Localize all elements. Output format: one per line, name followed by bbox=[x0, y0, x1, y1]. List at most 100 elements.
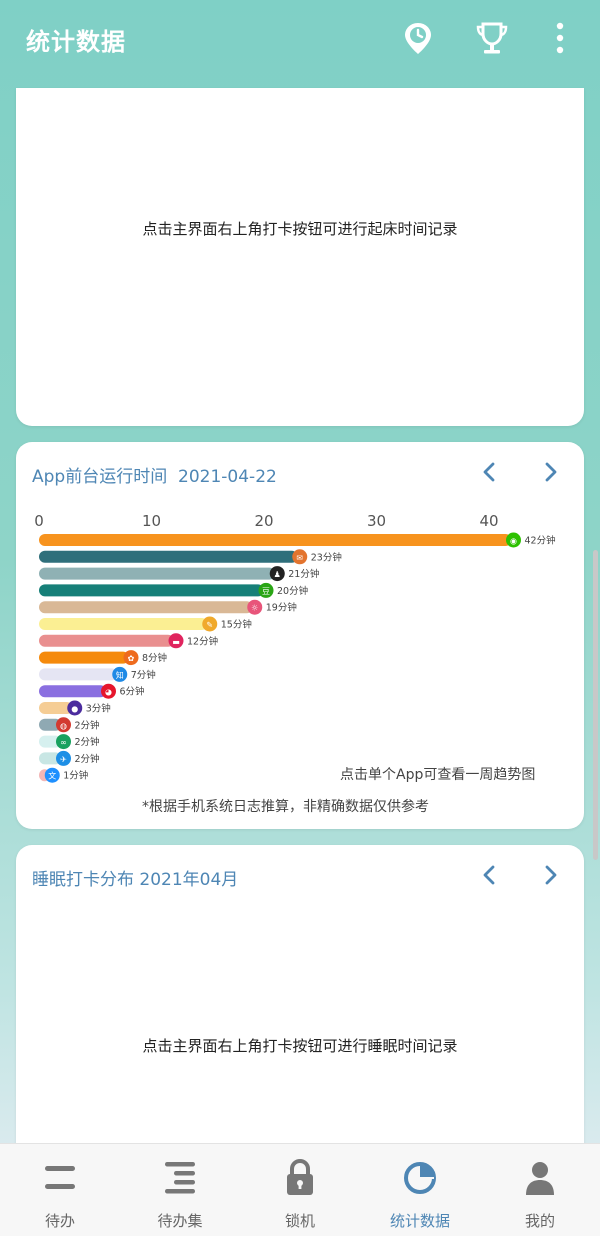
app-icon-glyph: ✉ bbox=[296, 553, 303, 562]
app-icon[interactable] bbox=[292, 549, 308, 565]
app-icon-glyph: ✈ bbox=[60, 755, 67, 764]
sleep-card-month: 2021年04月 bbox=[139, 870, 239, 890]
prev-month-button[interactable] bbox=[476, 861, 504, 889]
user-icon bbox=[522, 1158, 558, 1198]
app-icon[interactable] bbox=[67, 700, 83, 716]
bar-app11[interactable] bbox=[39, 702, 73, 714]
axis-tick-label: 10 bbox=[142, 512, 161, 530]
bar-wechat[interactable] bbox=[39, 534, 512, 546]
bar-douban[interactable] bbox=[39, 584, 264, 597]
tab-todo-label: 待办 bbox=[44, 1212, 75, 1230]
axis-tick-label: 40 bbox=[479, 512, 498, 530]
bar-weibo[interactable] bbox=[39, 685, 107, 698]
app-icon[interactable] bbox=[56, 750, 71, 766]
bar-value-label: 8分钟 bbox=[142, 652, 167, 664]
tab-statistics-label: 统计数据 bbox=[389, 1212, 450, 1230]
bar-zhihu[interactable] bbox=[39, 668, 118, 681]
bar-value-label: 2分钟 bbox=[75, 753, 100, 765]
app-icon[interactable] bbox=[258, 582, 274, 598]
bar-app7[interactable] bbox=[39, 634, 174, 647]
app-icon-glyph: 知 bbox=[116, 670, 124, 680]
app-icon-glyph: ◕ bbox=[105, 688, 112, 697]
sleep-card-title: 睡眠打卡分布 2021年04月 bbox=[32, 865, 238, 890]
sleep-card-title-text: 睡眠打卡分布 bbox=[32, 870, 134, 890]
bar-app13[interactable] bbox=[39, 735, 62, 748]
bar-value-label: 15分钟 bbox=[221, 619, 252, 631]
bar-app6[interactable] bbox=[39, 618, 208, 630]
axis-tick-label: 0 bbox=[34, 512, 44, 530]
app-icon-glyph: ☼ bbox=[251, 604, 258, 613]
app-icon-glyph: ✎ bbox=[206, 621, 213, 630]
bar-value-label: 1分钟 bbox=[63, 770, 88, 782]
axis-tick-label: 20 bbox=[254, 512, 273, 530]
bar-value-label: 3分钟 bbox=[86, 703, 111, 715]
bar-value-label: 6分钟 bbox=[120, 686, 145, 698]
todo-list-icon bbox=[162, 1158, 198, 1198]
lock-icon bbox=[282, 1158, 318, 1198]
bar-app2[interactable] bbox=[39, 550, 298, 563]
trophy-icon[interactable] bbox=[474, 20, 510, 56]
bar-value-label: 21分钟 bbox=[288, 568, 319, 580]
clock-pin-icon[interactable] bbox=[400, 20, 436, 56]
data-disclaimer: *根据手机系统日志推算，非精确数据仅供参考 bbox=[142, 799, 429, 815]
app-icon[interactable] bbox=[168, 633, 184, 649]
bottom-navigation: 待办 待办集 锁机 bbox=[0, 1143, 600, 1236]
top-app-bar: 统计数据 bbox=[0, 0, 600, 80]
app-icon[interactable] bbox=[44, 767, 60, 783]
app-usage-title: App前台运行时间 2021-04-22 bbox=[32, 462, 277, 487]
app-icon[interactable] bbox=[123, 650, 139, 666]
bar-value-label: 20分钟 bbox=[277, 585, 308, 597]
tab-statistics[interactable]: 统计数据 bbox=[360, 1144, 480, 1236]
bar-netease-music[interactable] bbox=[39, 718, 62, 731]
app-icon-glyph: ◍ bbox=[60, 721, 67, 730]
axis-tick-label: 30 bbox=[367, 512, 386, 530]
wake-record-card: 点击主界面右上角打卡按钮可进行起床时间记录 bbox=[16, 88, 584, 426]
app-icon[interactable] bbox=[202, 616, 218, 632]
page-title: 统计数据 bbox=[26, 28, 126, 56]
app-icon[interactable] bbox=[247, 599, 263, 615]
trend-hint: 点击单个App可查看一周趋势图 bbox=[340, 767, 536, 783]
app-icon-glyph: ♟ bbox=[274, 570, 281, 579]
app-icon-glyph: ◉ bbox=[510, 537, 517, 546]
app-icon[interactable] bbox=[56, 734, 71, 750]
app-usage-title-text: App前台运行时间 bbox=[32, 467, 168, 487]
bar-app8[interactable] bbox=[39, 651, 129, 664]
pie-chart-icon bbox=[402, 1158, 438, 1198]
app-usage-card: App前台运行时间 2021-04-22 0 10 20 30 40 ◉ 42分钟 ✉ 23分钟… bbox=[16, 442, 584, 829]
bar-value-label: 12分钟 bbox=[187, 635, 218, 647]
app-icon[interactable] bbox=[269, 566, 285, 582]
tab-todo-list[interactable]: 待办集 bbox=[120, 1144, 240, 1236]
app-icon[interactable] bbox=[101, 683, 116, 699]
todo-icon bbox=[42, 1158, 78, 1198]
next-day-button[interactable] bbox=[536, 458, 564, 486]
tab-todo-list-label: 待办集 bbox=[157, 1212, 203, 1230]
app-icon[interactable] bbox=[112, 666, 128, 682]
prev-day-button[interactable] bbox=[476, 458, 504, 486]
bar-qq[interactable] bbox=[39, 567, 276, 580]
wake-empty-message: 点击主界面右上角打卡按钮可进行起床时间记录 bbox=[142, 220, 458, 238]
tab-lock[interactable]: 锁机 bbox=[240, 1144, 360, 1236]
tab-lock-label: 锁机 bbox=[284, 1212, 315, 1230]
app-icon-glyph: ✿ bbox=[128, 654, 135, 663]
app-icon[interactable] bbox=[56, 717, 71, 733]
next-month-button[interactable] bbox=[536, 861, 564, 889]
bar-value-label: 7分钟 bbox=[131, 669, 156, 681]
app-icon-glyph: ∞ bbox=[60, 738, 67, 747]
app-usage-date: 2021-04-22 bbox=[178, 467, 277, 487]
tab-me[interactable]: 我的 bbox=[480, 1144, 600, 1236]
bar-app5[interactable] bbox=[39, 601, 253, 614]
sleep-distribution-card: 睡眠打卡分布 2021年04月 点击主界面右上角打卡按钮可进行睡眠时间记录 bbox=[16, 845, 584, 1145]
bar-value-label: 2分钟 bbox=[75, 719, 100, 731]
tab-todo[interactable]: 待办 bbox=[0, 1144, 120, 1236]
bar-value-label: 42分钟 bbox=[525, 535, 556, 547]
sleep-empty-message: 点击主界面右上角打卡按钮可进行睡眠时间记录 bbox=[142, 1037, 458, 1055]
bar-value-label: 19分钟 bbox=[266, 602, 297, 614]
bar-app14[interactable] bbox=[39, 752, 62, 765]
scrollbar[interactable] bbox=[593, 550, 598, 860]
app-icon-glyph: 豆 bbox=[262, 587, 270, 596]
app-icon-glyph: 文 bbox=[48, 771, 56, 781]
tab-me-label: 我的 bbox=[524, 1212, 555, 1230]
app-icon[interactable] bbox=[506, 532, 521, 548]
more-vertical-icon[interactable] bbox=[548, 20, 572, 56]
